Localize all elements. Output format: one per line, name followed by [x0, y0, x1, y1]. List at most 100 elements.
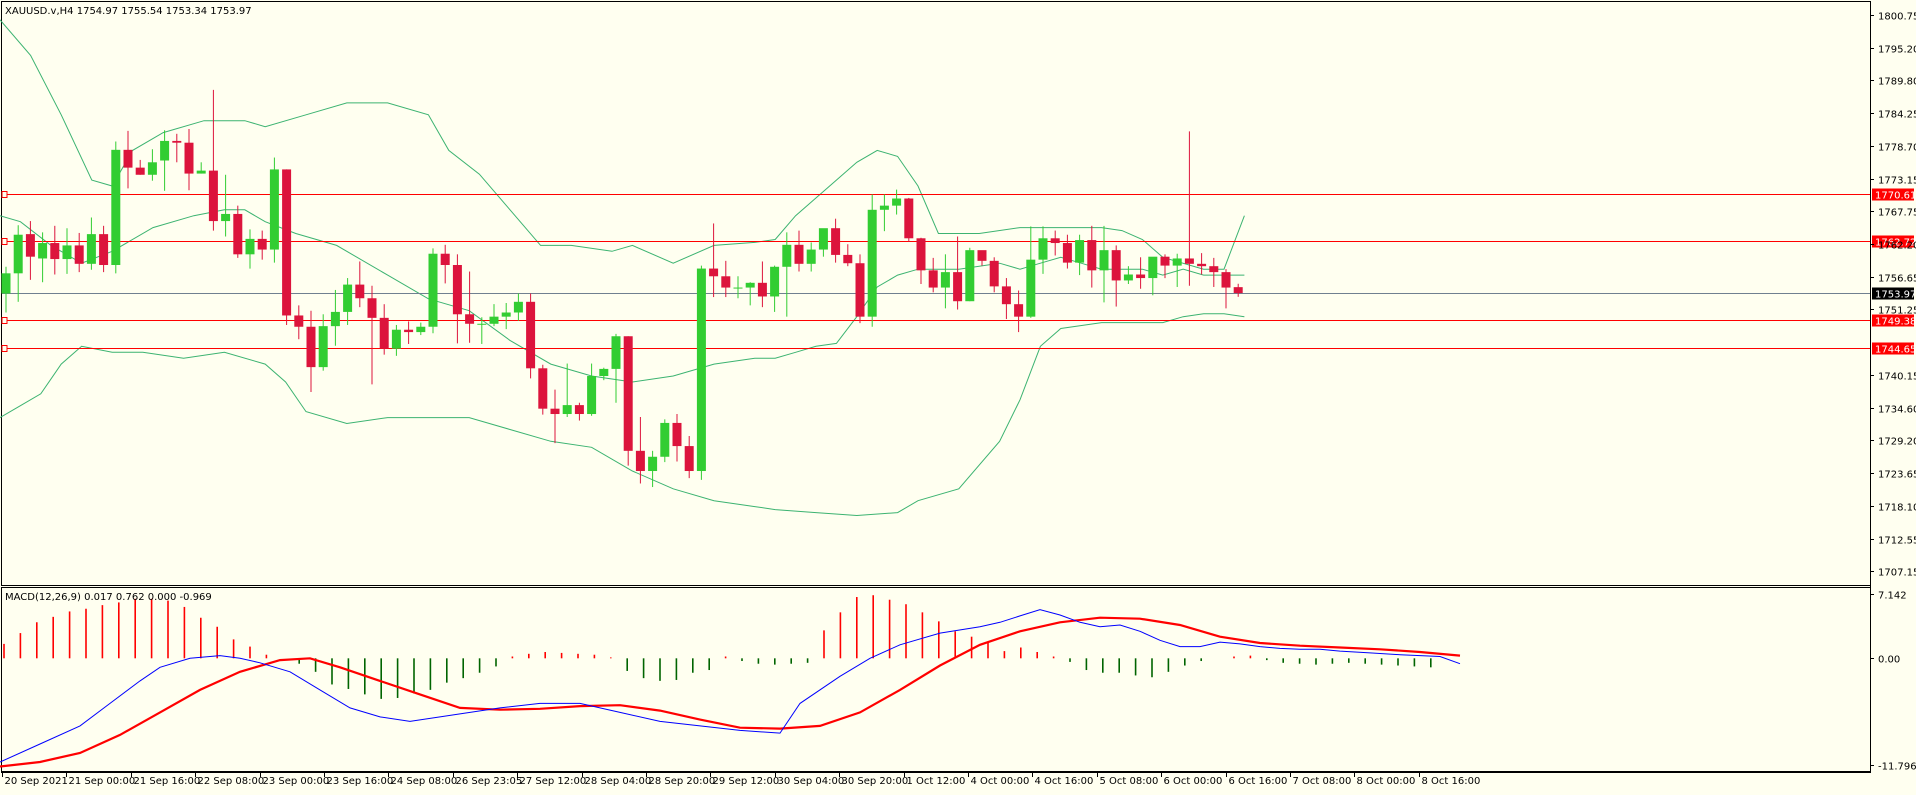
candle-body	[745, 282, 755, 288]
candle-body	[879, 205, 889, 210]
candle-body	[1001, 286, 1011, 305]
bollinger-upper-line	[0, 19, 1245, 270]
candle-body	[818, 228, 828, 250]
candle-body	[452, 265, 462, 315]
time-axis-label: 27 Sep 12:00	[520, 776, 587, 787]
macd-axis-label: 7.142	[1878, 591, 1907, 602]
bollinger-middle-line	[0, 209, 1245, 383]
time-axis-label: 20 Sep 2021	[5, 776, 68, 787]
candle-body	[599, 368, 609, 377]
level-price-tag	[1872, 235, 1914, 248]
candle-body	[62, 245, 72, 260]
candle-body	[733, 287, 743, 289]
bollinger-bands	[0, 19, 1245, 517]
price-axis-label: 1740.15	[1878, 372, 1916, 383]
candle-body	[1062, 243, 1072, 263]
level-price-label: 1762.72	[1875, 238, 1916, 249]
candle-body	[867, 209, 877, 317]
price-axis-label: 1729.20	[1878, 437, 1916, 448]
candle-body	[233, 213, 243, 255]
price-axis-label: 1800.75	[1878, 12, 1916, 23]
candle-body	[367, 298, 377, 318]
candle-body	[574, 405, 584, 415]
candle-body	[989, 260, 999, 287]
candle-body	[25, 234, 35, 257]
candle-body	[123, 149, 133, 168]
candle-body	[1233, 287, 1243, 294]
time-axis-label: 28 Sep 20:00	[649, 776, 716, 787]
time-axis-label: 28 Sep 04:00	[585, 776, 652, 787]
level-price-tag	[1872, 342, 1914, 355]
candle-body	[489, 316, 499, 324]
macd-axis-label: 0.00	[1878, 655, 1900, 666]
price-axis: 1800.75 1795.20 1789.80 1784.25 1778.70 1773.…	[1870, 2, 1916, 771]
candle-body	[501, 312, 511, 317]
candle-body	[1209, 266, 1219, 273]
candle-body	[1050, 238, 1060, 244]
candlesticks	[1, 89, 1243, 488]
candle-body	[1184, 258, 1194, 264]
candle-body	[391, 329, 401, 349]
bollinger-lower-line	[0, 313, 1245, 517]
candle-body	[965, 250, 975, 302]
candle-body	[1172, 258, 1182, 266]
time-axis-label: 24 Sep 08:00	[391, 776, 458, 787]
candle-body	[184, 142, 194, 174]
candle-body	[623, 336, 633, 451]
candle-body	[794, 244, 804, 264]
price-axis-label: 1723.65	[1878, 470, 1916, 481]
candle-body	[1026, 259, 1036, 317]
level-price-tag	[1872, 188, 1914, 201]
level-anchor-handle	[1, 345, 8, 352]
price-axis-label: 1762.20	[1878, 241, 1916, 252]
candle-body	[1014, 304, 1024, 317]
macd-indicator: 7.142 0.00 -11.796	[0, 591, 1916, 773]
candle-body	[221, 213, 231, 222]
candle-body	[1099, 250, 1109, 271]
candle-body	[672, 422, 682, 447]
level-anchor-handle	[1, 238, 8, 245]
macd-axis-label: -11.796	[1878, 762, 1916, 773]
candle-body	[770, 266, 780, 297]
macd-info-label: MACD(12,26,9) 0.017 0.762 0.000 -0.969	[5, 592, 212, 603]
candle-body	[379, 317, 389, 349]
candle-body	[416, 326, 426, 333]
price-axis-label: 1756.65	[1878, 274, 1916, 285]
candle-body	[855, 263, 865, 317]
candle-body	[294, 315, 304, 327]
candle-body	[1111, 250, 1121, 281]
candle-body	[13, 234, 23, 274]
candle-body	[977, 250, 987, 261]
candle-body	[1136, 274, 1146, 279]
candle-body	[269, 169, 279, 250]
candle-body	[550, 408, 560, 415]
candle-body	[843, 254, 853, 264]
symbol-info-label: XAUUSD.v,H4 1754.97 1755.54 1753.34 1753…	[5, 6, 252, 17]
macd-signal-line	[0, 616, 1461, 768]
candle-body	[196, 170, 206, 174]
candle-body	[355, 284, 365, 299]
candle-body	[587, 376, 597, 415]
level-price-label: 1749.38	[1875, 317, 1916, 328]
candle-body	[660, 422, 670, 457]
candle-body	[611, 336, 621, 369]
candle-body	[538, 368, 548, 409]
price-axis-label: 1734.60	[1878, 405, 1916, 416]
candle-body	[684, 446, 694, 472]
price-axis-label: 1773.15	[1878, 176, 1916, 187]
candle-body	[282, 169, 292, 316]
candle-body	[465, 314, 475, 324]
price-axis-label: 1712.55	[1878, 536, 1916, 547]
candle-body	[1, 273, 11, 294]
time-axis-label: 29 Sep 12:00	[713, 776, 780, 787]
level-anchor-handle	[1, 317, 8, 324]
time-axis-label: 23 Sep 16:00	[327, 776, 394, 787]
price-axis-label: 1789.80	[1878, 77, 1916, 88]
candle-body	[50, 243, 60, 260]
candle-body	[1148, 256, 1158, 279]
candle-body	[1160, 256, 1170, 266]
time-axis-label: 4 Oct 16:00	[1035, 776, 1094, 787]
price-axis-label: 1718.10	[1878, 503, 1916, 514]
